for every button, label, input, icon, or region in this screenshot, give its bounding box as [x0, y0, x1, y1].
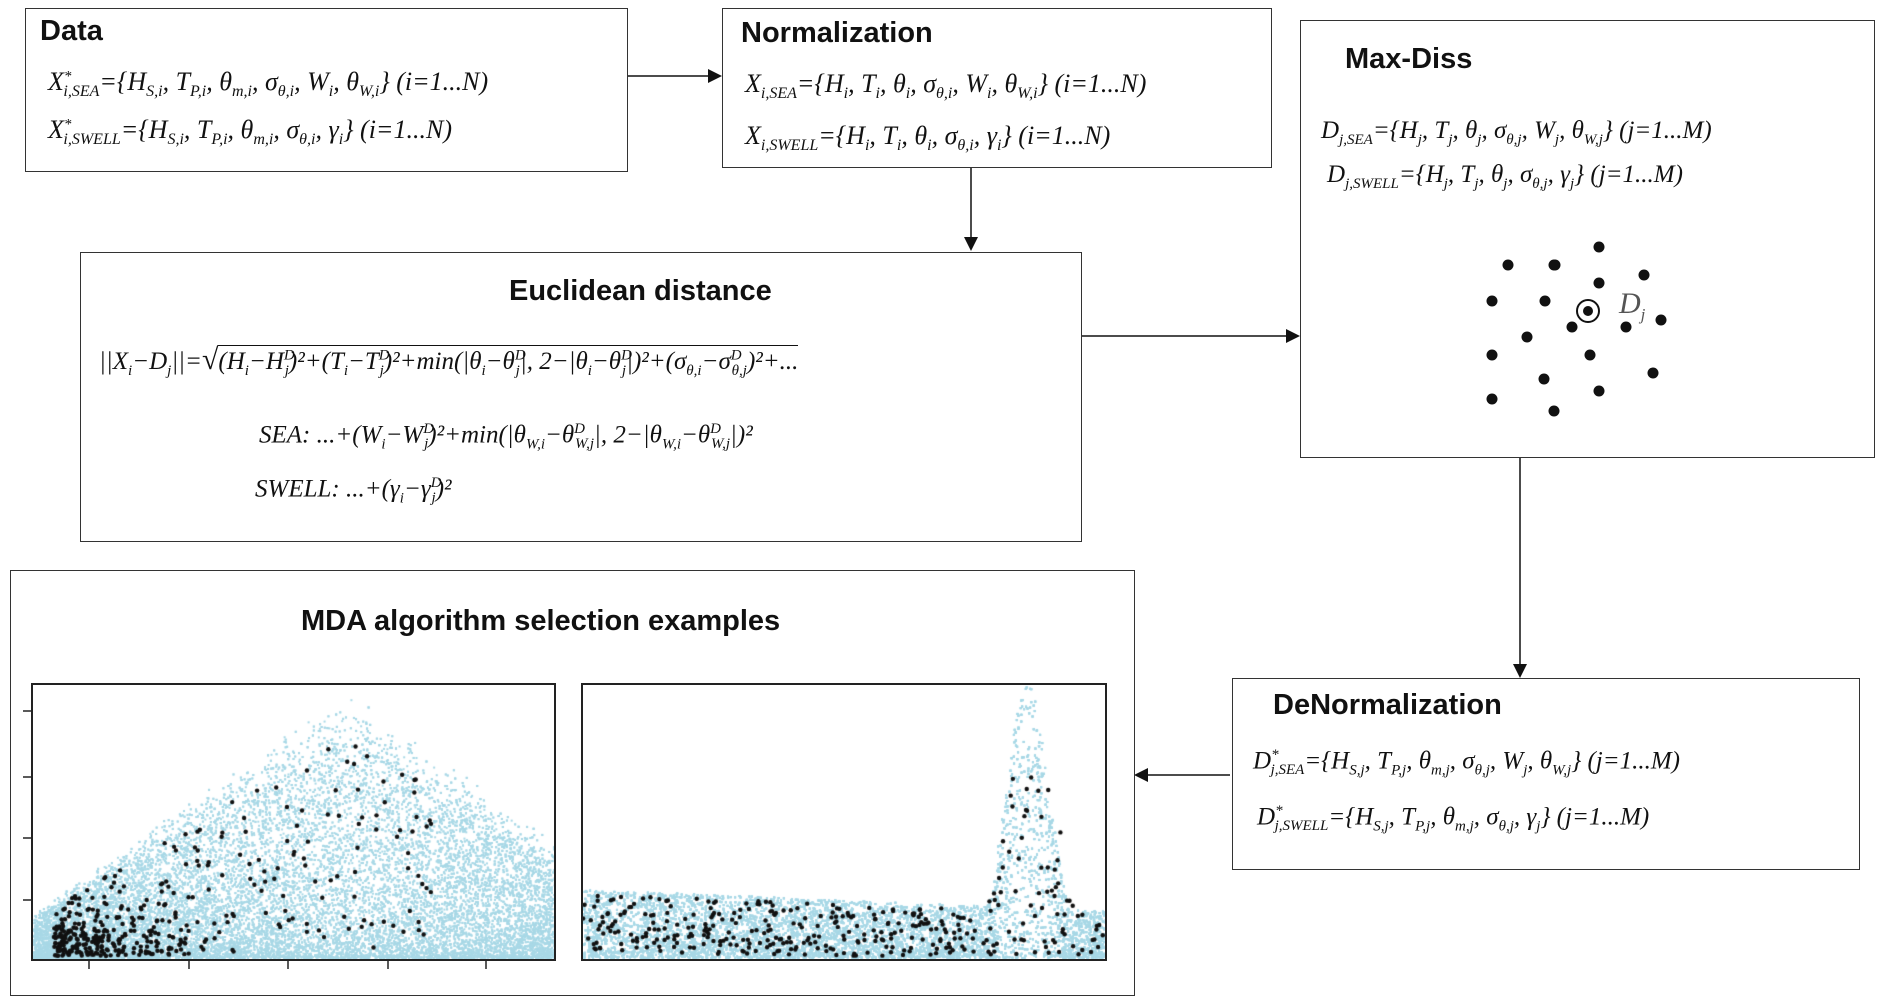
maxdiss-point: [1638, 269, 1650, 281]
maxdiss-point: [1538, 373, 1550, 385]
normalization-box: Normalization Xi,SEA={Hi, Ti, θi, σθ,i, …: [722, 8, 1272, 168]
maxdiss-point: [1620, 321, 1632, 333]
maxdiss-point: [1566, 321, 1578, 333]
maxdiss-point: [1486, 295, 1498, 307]
euclidean-sea-term: SEA: ...+(Wi−WDj)²+min(|θW,i−θDW,j|, 2−|…: [259, 421, 753, 453]
selected-point-label: Dj: [1619, 287, 1646, 324]
maxdiss-point: [1486, 393, 1498, 405]
mda-plot-sea: [31, 683, 556, 961]
maxdiss-point: [1584, 349, 1596, 361]
euclidean-box: Euclidean distance ||Xi−Dj||=√(Hi−HDj)²+…: [80, 252, 1082, 542]
maxdiss-box: Max-Diss Dj,SEA={Hj, Tj, θj, σθ,j, Wj, θ…: [1300, 20, 1875, 458]
euclidean-swell-term: SWELL: ...+(γi−γDj)²: [255, 475, 452, 507]
data-box: Data X*i,SEA={HS,i, TP,i, θm,i, σθ,i, Wi…: [25, 8, 628, 172]
maxdiss-point: [1486, 349, 1498, 361]
selected-point: [1583, 306, 1593, 316]
maxdiss-point: [1593, 385, 1605, 397]
normalization-sea-equation: Xi,SEA={Hi, Ti, θi, σθ,i, Wi, θW,i} (i=1…: [745, 69, 1147, 103]
euclidean-title: Euclidean distance: [509, 275, 772, 307]
maxdiss-title: Max-Diss: [1345, 43, 1473, 75]
normalization-swell-equation: Xi,SWELL={Hi, Ti, θi, σθ,i, γi} (i=1...N…: [745, 121, 1111, 155]
denormalization-box: DeNormalization D*j,SEA={HS,j, TP,j, θm,…: [1232, 678, 1860, 870]
data-title: Data: [40, 15, 103, 47]
data-sea-equation: X*i,SEA={HS,i, TP,i, θm,i, σθ,i, Wi, θW,…: [48, 67, 489, 101]
maxdiss-point: [1521, 331, 1533, 343]
swell-scatter-canvas: [583, 685, 1105, 959]
maxdiss-point: [1549, 259, 1561, 271]
selected-point-ring: [1576, 299, 1600, 323]
mda-title: MDA algorithm selection examples: [301, 605, 781, 637]
maxdiss-point: [1548, 405, 1560, 417]
maxdiss-point: [1647, 367, 1659, 379]
denormalization-sea-equation: D*j,SEA={HS,j, TP,j, θm,j, σθ,j, Wj, θW,…: [1253, 747, 1681, 779]
maxdiss-sea-equation: Dj,SEA={Hj, Tj, θj, σθ,j, Wj, θW,j} (j=1…: [1321, 117, 1712, 148]
plot-ticks: [23, 710, 487, 969]
maxdiss-point: [1502, 259, 1514, 271]
maxdiss-point: [1593, 241, 1605, 253]
data-swell-equation: X*i,SWELL={HS,i, TP,i, θm,i, σθ,i, γi} (…: [48, 115, 452, 149]
denormalization-swell-equation: D*j,SWELL={HS,j, TP,j, θm,j, σθ,j, γj} (…: [1257, 803, 1650, 835]
normalization-title: Normalization: [741, 17, 933, 49]
euclidean-main-equation: ||Xi−Dj||=√(Hi−HDj)²+(Ti−TDj)²+min(|θi−θ…: [99, 343, 799, 379]
maxdiss-swell-equation: Dj,SWELL={Hj, Tj, θj, σθ,j, γj} (j=1...M…: [1327, 161, 1683, 192]
maxdiss-point: [1593, 277, 1605, 289]
maxdiss-point-cloud: [1486, 241, 1667, 417]
maxdiss-point: [1655, 314, 1667, 326]
sea-scatter-canvas: [33, 685, 554, 959]
denormalization-title: DeNormalization: [1273, 689, 1502, 721]
maxdiss-point: [1539, 295, 1551, 307]
mda-plot-swell: [581, 683, 1107, 961]
mda-examples-box: MDA algorithm selection examples: [10, 570, 1135, 996]
